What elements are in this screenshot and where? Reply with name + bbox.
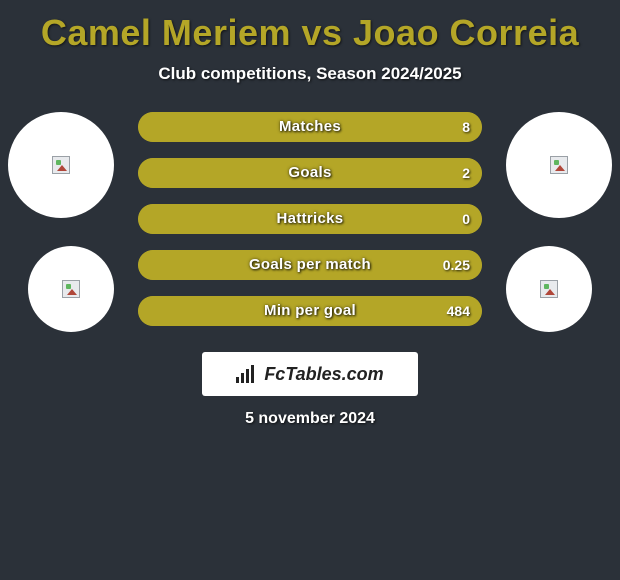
stat-label: Min per goal (138, 296, 482, 326)
stat-label: Hattricks (138, 204, 482, 234)
broken-image-icon (52, 156, 70, 174)
fctables-logo[interactable]: FcTables.com (202, 352, 418, 396)
stat-value: 484 (447, 296, 470, 326)
stat-value: 8 (462, 112, 470, 142)
stat-value: 0.25 (443, 250, 470, 280)
stat-label: Matches (138, 112, 482, 142)
player1-photo (8, 112, 114, 218)
stat-value: 0 (462, 204, 470, 234)
comparison-area: Matches8Goals2Hattricks0Goals per match0… (0, 112, 620, 362)
player2-club-logo (506, 246, 592, 332)
stat-label: Goals per match (138, 250, 482, 280)
stat-row: Min per goal484 (138, 296, 482, 326)
player2-photo (506, 112, 612, 218)
stat-bars: Matches8Goals2Hattricks0Goals per match0… (138, 112, 482, 342)
stat-row: Matches8 (138, 112, 482, 142)
page-title: Camel Meriem vs Joao Correia (0, 0, 620, 54)
stat-row: Hattricks0 (138, 204, 482, 234)
logo-text: FcTables.com (264, 364, 383, 385)
broken-image-icon (62, 280, 80, 298)
subtitle: Club competitions, Season 2024/2025 (0, 64, 620, 84)
stat-row: Goals per match0.25 (138, 250, 482, 280)
stat-label: Goals (138, 158, 482, 188)
stat-row: Goals2 (138, 158, 482, 188)
stat-value: 2 (462, 158, 470, 188)
date-text: 5 november 2024 (0, 410, 620, 428)
broken-image-icon (540, 280, 558, 298)
broken-image-icon (550, 156, 568, 174)
bar-chart-icon (236, 365, 258, 383)
player1-club-logo (28, 246, 114, 332)
